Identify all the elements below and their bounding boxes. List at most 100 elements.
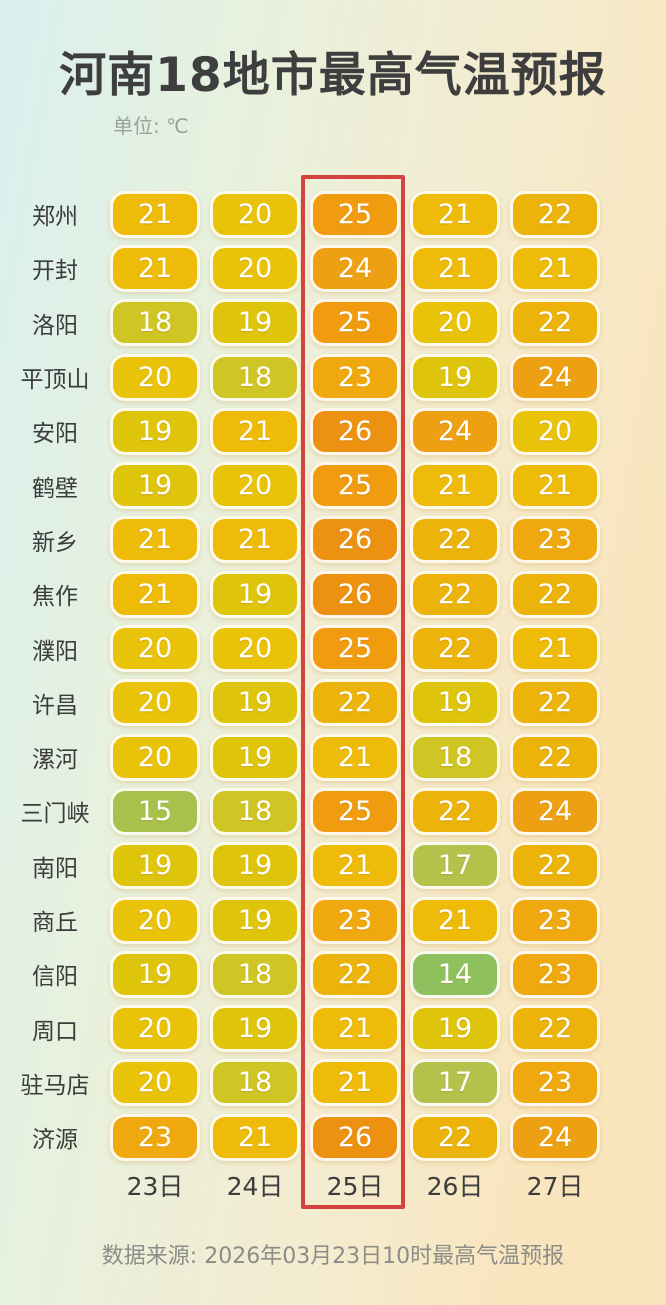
temp-cell: 23 [305, 353, 405, 401]
temp-pill: 26 [310, 1113, 400, 1161]
table-row: 信阳 19 18 22 14 23 [5, 947, 605, 1001]
temp-cell: 21 [505, 625, 605, 673]
temp-pill: 18 [210, 787, 300, 835]
temp-cell: 23 [505, 896, 605, 944]
temp-cell: 26 [305, 570, 405, 618]
temp-pill: 19 [110, 407, 200, 455]
temp-pill: 23 [510, 896, 600, 944]
temp-cell: 20 [105, 1005, 205, 1053]
temp-pill: 25 [310, 190, 400, 238]
temp-cell: 24 [505, 1113, 605, 1161]
page-title: 河南18地市最高气温预报 [59, 48, 607, 103]
temp-cell: 19 [105, 950, 205, 998]
temp-cell: 25 [305, 462, 405, 510]
temp-pill: 22 [510, 570, 600, 618]
temp-pill: 19 [210, 842, 300, 890]
temp-cell: 23 [505, 516, 605, 564]
temp-pill: 26 [310, 570, 400, 618]
temp-cell: 19 [205, 679, 305, 727]
temp-cell: 21 [505, 462, 605, 510]
temp-pill: 21 [410, 896, 500, 944]
city-label: 驻马店 [20, 1072, 90, 1099]
table-row: 商丘 20 19 23 21 23 [5, 893, 605, 947]
temp-cell: 18 [205, 787, 305, 835]
temp-cell: 22 [505, 1005, 605, 1053]
temp-pill: 25 [310, 462, 400, 510]
temperature-table: 郑州 21 20 25 21 22 开封 21 20 24 21 21 洛阳 18 19 25 20 22 平顶山 2… [5, 187, 605, 1164]
city-label: 商丘 [32, 910, 78, 936]
city-label: 鹤壁 [32, 475, 78, 502]
city-label: 周口 [32, 1018, 78, 1045]
temp-cell: 22 [505, 842, 605, 890]
temp-cell: 22 [305, 950, 405, 998]
temp-cell: 21 [305, 1005, 405, 1053]
temp-cell: 22 [305, 679, 405, 727]
city-label: 安阳 [32, 421, 78, 448]
temp-pill: 23 [510, 950, 600, 998]
temp-pill: 24 [410, 407, 500, 455]
temp-cell: 24 [505, 353, 605, 401]
temp-cell: 21 [105, 570, 205, 618]
temp-cell: 19 [205, 733, 305, 781]
temp-pill: 21 [310, 733, 400, 781]
temp-cell: 18 [405, 733, 505, 781]
city-label: 濮阳 [32, 638, 78, 665]
temp-pill: 22 [410, 516, 500, 564]
temp-cell: 17 [405, 842, 505, 890]
temp-pill: 22 [510, 733, 600, 781]
city-label: 平顶山 [20, 367, 90, 394]
temp-pill: 24 [310, 244, 400, 292]
temp-cell: 21 [205, 407, 305, 455]
temp-pill: 21 [510, 244, 600, 292]
temp-cell: 22 [505, 299, 605, 347]
temp-cell: 26 [305, 516, 405, 564]
temp-pill: 22 [310, 950, 400, 998]
temp-pill: 21 [110, 190, 200, 238]
city-label: 郑州 [32, 204, 78, 231]
temp-pill: 18 [210, 353, 300, 401]
temp-pill: 21 [310, 1005, 400, 1053]
temp-pill: 25 [310, 625, 400, 673]
city-label: 许昌 [32, 692, 78, 719]
city-label: 信阳 [32, 964, 78, 991]
temp-cell: 25 [305, 190, 405, 238]
temp-cell: 21 [105, 516, 205, 564]
temp-pill: 20 [210, 462, 300, 510]
temp-cell: 20 [205, 462, 305, 510]
temp-cell: 19 [205, 570, 305, 618]
temp-cell: 19 [105, 407, 205, 455]
temp-pill: 19 [110, 842, 200, 890]
temp-cell: 21 [505, 244, 605, 292]
table-row: 南阳 19 19 21 17 22 [5, 839, 605, 893]
temp-cell: 19 [405, 353, 505, 401]
data-source: 数据来源: 2026年03月23日10时最高气温预报 [101, 1244, 565, 1269]
temp-pill: 20 [210, 190, 300, 238]
table-row: 安阳 19 21 26 24 20 [5, 404, 605, 458]
temp-pill: 22 [410, 787, 500, 835]
temp-cell: 19 [205, 896, 305, 944]
temp-pill: 21 [510, 625, 600, 673]
temp-cell: 17 [405, 1059, 505, 1107]
temp-cell: 23 [305, 896, 405, 944]
temp-cell: 26 [305, 1113, 405, 1161]
temp-cell: 21 [405, 244, 505, 292]
temp-pill: 25 [310, 299, 400, 347]
temp-pill: 22 [310, 679, 400, 727]
temp-pill: 23 [310, 353, 400, 401]
date-label: 25日 [326, 1172, 384, 1201]
temp-cell: 20 [105, 353, 205, 401]
temp-pill: 21 [410, 244, 500, 292]
temp-cell: 24 [305, 244, 405, 292]
temp-cell: 22 [405, 570, 505, 618]
city-label: 洛阳 [32, 312, 78, 339]
temp-cell: 21 [405, 462, 505, 510]
temp-pill: 21 [410, 462, 500, 510]
temp-pill: 20 [210, 244, 300, 292]
temp-pill: 26 [310, 516, 400, 564]
temp-pill: 21 [210, 516, 300, 564]
temp-cell: 20 [505, 407, 605, 455]
temp-pill: 20 [110, 625, 200, 673]
temp-cell: 24 [405, 407, 505, 455]
date-label: 23日 [126, 1172, 184, 1201]
